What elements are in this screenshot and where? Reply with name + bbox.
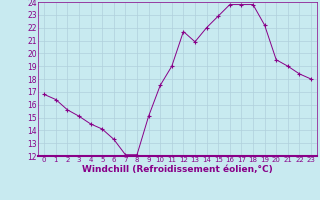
X-axis label: Windchill (Refroidissement éolien,°C): Windchill (Refroidissement éolien,°C): [82, 165, 273, 174]
